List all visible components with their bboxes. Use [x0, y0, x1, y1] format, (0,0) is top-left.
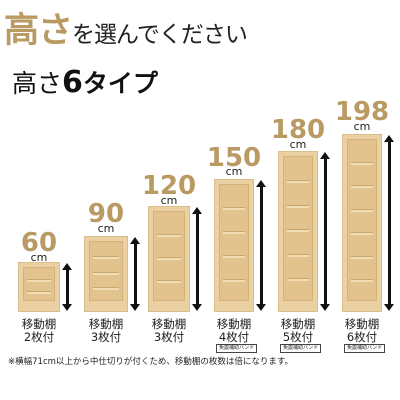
shelf-board — [157, 256, 181, 260]
shelf-board — [223, 207, 245, 211]
shelf-interior — [219, 184, 249, 301]
height-arrow — [320, 152, 330, 311]
shelf-caption-line1: 移動棚 — [216, 317, 252, 331]
shelf-caption-line2: 3枚付 — [153, 330, 185, 344]
bookshelf — [18, 262, 60, 312]
shelf-interior — [153, 211, 185, 301]
footnote: ※横幅71cm以上から中仕切りが付くため、移動棚の枚数は倍になります。 — [8, 357, 294, 367]
bookshelf — [214, 179, 254, 312]
shelf-caption-line1: 移動棚 — [21, 317, 57, 331]
unit-label: cm — [30, 251, 48, 264]
seismic-band-badge: 免震補助バンド — [280, 344, 322, 353]
unit-label: cm — [289, 138, 307, 151]
title-rest: を選んでください — [72, 22, 248, 48]
subtitle-num: 6 — [62, 65, 83, 100]
shelf-caption-line1: 移動棚 — [280, 317, 316, 331]
shelf-interior — [283, 156, 313, 301]
shelf-interior — [89, 241, 123, 301]
height-arrow — [130, 237, 140, 311]
shelf-caption-line1: 移動棚 — [344, 317, 380, 331]
shelf-interior — [23, 267, 55, 301]
height-value: 180 — [270, 115, 326, 145]
shelf-board — [287, 180, 309, 183]
shelf-board — [27, 278, 51, 282]
height-value: 90 — [87, 199, 125, 229]
height-arrow — [62, 263, 72, 311]
shelf-board — [223, 278, 245, 282]
shelf-interior — [347, 139, 377, 301]
shelf-board — [287, 278, 309, 281]
shelf-caption-line2: 4枚付 — [218, 330, 250, 344]
subtitle-pre: 高さ — [12, 69, 63, 98]
shelf-board — [27, 290, 51, 294]
height-arrow — [192, 207, 202, 311]
shelf-caption-line2: 2枚付 — [23, 330, 55, 344]
unit-label: cm — [225, 165, 243, 178]
subtitle-post: タイプ — [82, 69, 158, 98]
shelf-board — [287, 253, 309, 257]
shelf-board — [157, 233, 181, 237]
height-arrow — [384, 135, 394, 311]
shelf-board — [157, 279, 181, 283]
shelf-caption-line1: 移動棚 — [151, 317, 187, 331]
shelf-board — [351, 232, 373, 236]
height-value: 198 — [334, 97, 390, 127]
height-value: 150 — [206, 143, 262, 173]
height-value: 60 — [20, 228, 58, 258]
shelf-board — [351, 208, 373, 212]
shelf-board — [93, 256, 119, 259]
bookshelf — [342, 134, 382, 312]
shelf-board — [93, 271, 119, 275]
bookshelf — [278, 151, 318, 312]
title-accent: 高さ — [4, 11, 73, 51]
shelf-caption-line2: 3枚付 — [90, 330, 122, 344]
unit-label: cm — [160, 194, 178, 207]
bookshelf — [84, 236, 128, 312]
shelf-board — [351, 185, 373, 189]
bookshelf — [148, 206, 190, 312]
shelf-board — [93, 287, 119, 290]
shelf-board — [223, 231, 245, 235]
seismic-band-badge: 免震補助バンド — [216, 344, 258, 353]
shelf-board — [223, 254, 245, 258]
unit-label: cm — [97, 222, 115, 235]
shelf-board — [351, 255, 373, 259]
shelf-board — [287, 229, 309, 232]
subtitle: 高さ6タイプ — [12, 68, 158, 98]
height-arrow — [256, 180, 266, 311]
shelf-board — [351, 279, 373, 283]
shelf-board — [351, 161, 373, 165]
shelf-caption-line2: 5枚付 — [282, 330, 314, 344]
unit-label: cm — [353, 120, 371, 133]
seismic-band-badge: 免震補助バンド — [344, 344, 386, 353]
page-title: 高さを選んでください — [4, 11, 248, 51]
shelf-caption-line2: 6枚付 — [346, 330, 378, 344]
height-value: 120 — [141, 171, 197, 201]
shelf-board — [287, 204, 309, 208]
shelf-caption-line1: 移動棚 — [88, 317, 124, 331]
